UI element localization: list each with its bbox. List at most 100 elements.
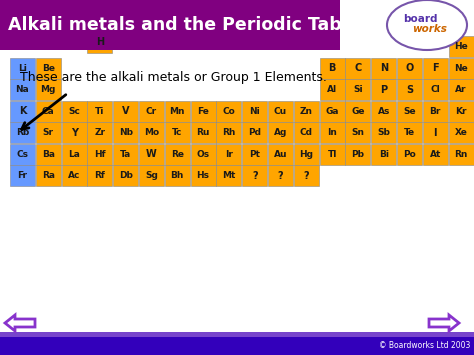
Text: ?: ? xyxy=(303,171,309,181)
Bar xyxy=(36,144,61,164)
Text: Rf: Rf xyxy=(94,171,105,180)
Text: I: I xyxy=(434,128,437,138)
Text: Ac: Ac xyxy=(68,171,80,180)
Text: Cl: Cl xyxy=(430,85,440,94)
Text: Pb: Pb xyxy=(351,150,365,159)
Bar xyxy=(10,144,35,164)
Text: works: works xyxy=(412,24,447,34)
Text: Se: Se xyxy=(403,106,416,116)
Polygon shape xyxy=(429,315,459,331)
Bar xyxy=(346,122,370,143)
Text: Zr: Zr xyxy=(94,128,105,137)
Bar xyxy=(371,122,396,143)
Bar xyxy=(191,122,216,143)
Text: Co: Co xyxy=(222,106,235,116)
Text: N: N xyxy=(380,63,388,73)
Bar xyxy=(346,144,370,164)
Text: Alkali metals and the Periodic Table: Alkali metals and the Periodic Table xyxy=(8,16,360,34)
Bar xyxy=(165,144,190,164)
Bar xyxy=(423,101,448,121)
Text: Re: Re xyxy=(171,150,184,159)
Text: Sg: Sg xyxy=(145,171,158,180)
Text: Tc: Tc xyxy=(172,128,182,137)
Bar xyxy=(10,101,35,121)
Text: P: P xyxy=(380,84,387,95)
Bar xyxy=(371,58,396,78)
Text: Pd: Pd xyxy=(248,128,261,137)
Bar xyxy=(191,101,216,121)
Bar xyxy=(113,122,138,143)
Text: Db: Db xyxy=(119,171,133,180)
Bar xyxy=(0,335,474,355)
Text: Fr: Fr xyxy=(18,171,27,180)
Bar xyxy=(62,144,87,164)
Text: Kr: Kr xyxy=(456,106,467,116)
Text: S: S xyxy=(406,84,413,95)
Bar xyxy=(423,122,448,143)
Text: B: B xyxy=(328,63,336,73)
Text: These are the alkali metals or Group 1 Elements.: These are the alkali metals or Group 1 E… xyxy=(20,71,327,83)
Text: Ne: Ne xyxy=(454,64,468,73)
Bar xyxy=(139,122,164,143)
Ellipse shape xyxy=(387,0,467,50)
Text: Ni: Ni xyxy=(249,106,260,116)
Bar xyxy=(0,0,340,50)
Bar xyxy=(423,79,448,100)
Text: Si: Si xyxy=(353,85,363,94)
Bar xyxy=(423,58,448,78)
Text: Sc: Sc xyxy=(68,106,80,116)
Text: K: K xyxy=(19,106,26,116)
Text: Y: Y xyxy=(71,128,78,138)
Text: At: At xyxy=(429,150,441,159)
Bar xyxy=(268,122,293,143)
Bar xyxy=(319,122,345,143)
Text: Ti: Ti xyxy=(95,106,105,116)
Bar xyxy=(346,79,370,100)
Bar xyxy=(36,165,61,186)
Text: Ra: Ra xyxy=(42,171,55,180)
Bar xyxy=(87,144,112,164)
Text: Rn: Rn xyxy=(455,150,468,159)
Bar xyxy=(371,101,396,121)
Bar xyxy=(397,58,422,78)
Text: Os: Os xyxy=(197,150,210,159)
Bar xyxy=(36,101,61,121)
Text: Li: Li xyxy=(18,64,27,73)
Bar xyxy=(294,144,319,164)
Bar xyxy=(448,36,474,57)
Bar xyxy=(217,144,241,164)
Text: Rb: Rb xyxy=(16,128,29,137)
Bar xyxy=(113,165,138,186)
Bar xyxy=(87,122,112,143)
Text: Hf: Hf xyxy=(94,150,106,159)
Text: Sb: Sb xyxy=(377,128,390,137)
Text: Bi: Bi xyxy=(379,150,389,159)
Bar xyxy=(268,144,293,164)
Bar xyxy=(113,144,138,164)
Text: As: As xyxy=(377,106,390,116)
Bar xyxy=(113,101,138,121)
Bar xyxy=(165,101,190,121)
Bar xyxy=(10,122,35,143)
Bar xyxy=(87,32,112,53)
Text: Ar: Ar xyxy=(456,85,467,94)
Text: Cr: Cr xyxy=(146,106,157,116)
Text: Mn: Mn xyxy=(170,106,185,116)
Text: Fe: Fe xyxy=(197,106,209,116)
Bar xyxy=(139,144,164,164)
Text: C: C xyxy=(354,63,362,73)
Text: V: V xyxy=(122,106,129,116)
Bar xyxy=(319,144,345,164)
Text: Rh: Rh xyxy=(222,128,236,137)
Text: Sr: Sr xyxy=(43,128,54,137)
Text: He: He xyxy=(454,42,468,51)
Text: H: H xyxy=(96,37,104,47)
Text: Ir: Ir xyxy=(225,150,233,159)
Text: Pt: Pt xyxy=(249,150,260,159)
Text: Hs: Hs xyxy=(197,171,210,180)
Text: Xe: Xe xyxy=(455,128,467,137)
Text: Br: Br xyxy=(429,106,441,116)
Text: Ag: Ag xyxy=(274,128,287,137)
Bar xyxy=(36,79,61,100)
Text: Cd: Cd xyxy=(300,128,313,137)
